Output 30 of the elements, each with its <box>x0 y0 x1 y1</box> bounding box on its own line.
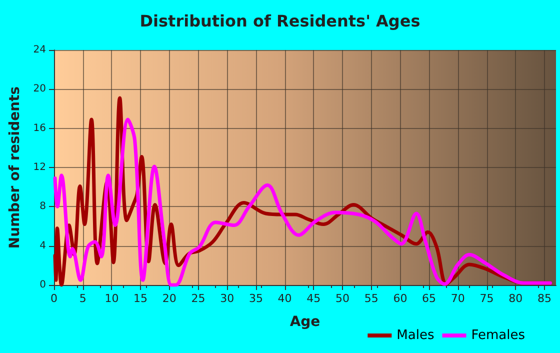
y-tick-label: 0 <box>40 280 46 290</box>
x-tick-label: 45 <box>306 292 321 305</box>
x-tick-label: 40 <box>278 292 292 305</box>
y-tick-label: 8 <box>40 201 46 212</box>
x-tick-label: 5 <box>79 292 86 305</box>
x-tick-label: 55 <box>364 292 378 305</box>
legend-label: Females <box>471 328 526 343</box>
y-tick-label: 20 <box>33 84 46 95</box>
x-axis-title: Age <box>290 314 320 330</box>
x-tick-label: 15 <box>134 292 148 305</box>
y-tick-label: 24 <box>33 44 46 56</box>
y-tick-label: 16 <box>33 122 46 134</box>
x-tick-label: 30 <box>220 292 234 305</box>
x-tick-label: 70 <box>450 292 465 305</box>
legend-label: Males <box>396 328 434 343</box>
x-tick-label: 0 <box>50 292 58 305</box>
x-tick-label: 65 <box>422 292 436 305</box>
x-tick-label: 20 <box>162 292 176 305</box>
y-tick-label: 4 <box>40 240 46 252</box>
x-tick-label: 60 <box>393 292 408 305</box>
x-tick-label: 80 <box>508 292 523 305</box>
x-tick-label: 85 <box>537 292 552 305</box>
chart-title: Distribution of Residents' Ages <box>140 12 420 30</box>
x-tick-label: 25 <box>191 292 206 305</box>
x-tick-label: 35 <box>248 292 263 305</box>
y-tick-label: 12 <box>33 162 46 173</box>
x-tick-label: 50 <box>336 292 350 305</box>
y-axis-title: Number of residents <box>7 86 23 249</box>
x-tick-label: 10 <box>104 292 119 305</box>
x-tick-label: 75 <box>480 292 494 305</box>
